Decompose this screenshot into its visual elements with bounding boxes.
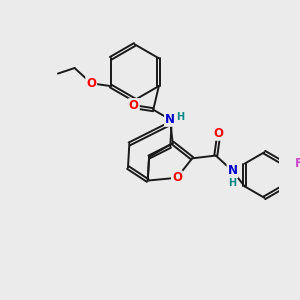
- Text: O: O: [129, 99, 139, 112]
- Text: N: N: [165, 113, 175, 126]
- Text: O: O: [86, 77, 96, 90]
- Text: N: N: [227, 164, 238, 177]
- Text: O: O: [172, 171, 182, 184]
- Text: F: F: [295, 157, 300, 170]
- Text: H: H: [176, 112, 184, 122]
- Text: H: H: [228, 178, 236, 188]
- Text: O: O: [214, 127, 224, 140]
